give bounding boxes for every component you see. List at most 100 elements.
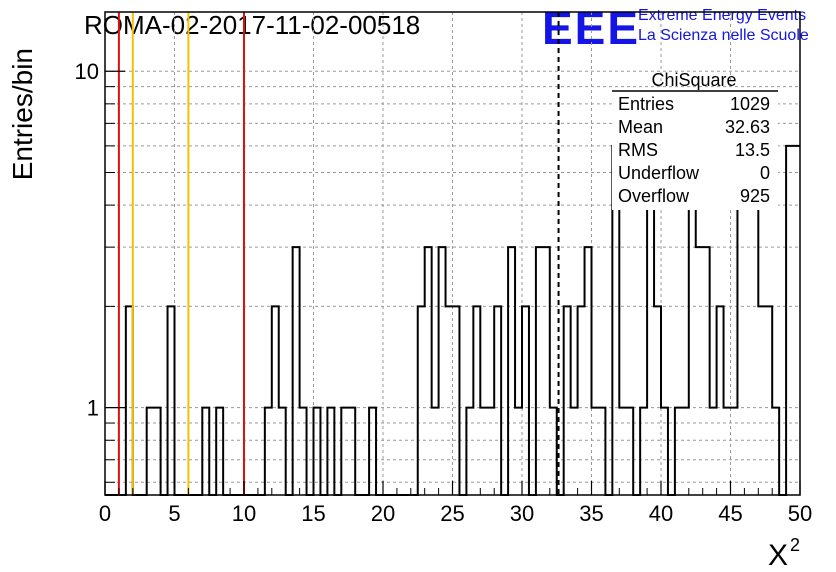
x-tick-label: 25 [440,501,464,526]
x-tick-label: 30 [510,501,534,526]
stats-row-value: 32.63 [725,117,770,137]
histogram-bin [626,408,633,495]
logo-line-2: La Scienza nelle Scuole [638,27,809,44]
histogram-bin [466,408,473,495]
histogram-bin [314,408,321,495]
x-axis-title: X 2 [768,535,800,572]
histogram-bin [765,306,772,495]
stats-row-label: Overflow [618,186,690,206]
stats-box-title: ChiSquare [651,70,736,90]
stats-row-label: RMS [618,140,658,160]
histogram-bin [126,306,133,495]
y-axis-title: Entries/bin [7,48,38,180]
stats-row-value: 925 [740,186,770,206]
histogram-bin [564,306,571,495]
histogram-bin [216,408,223,495]
x-tick-label: 5 [168,501,180,526]
histogram-bin [550,408,557,495]
grid [105,12,800,495]
histogram-bin [758,306,765,495]
histogram-bin [425,247,432,495]
histogram-bin [487,408,494,495]
stats-row-label: Underflow [618,163,700,183]
x-axis-title-sup: 2 [790,535,800,555]
x-tick-label: 0 [99,501,111,526]
histogram-bin [731,408,738,495]
histogram-bin [585,247,592,495]
x-tick-label: 50 [788,501,812,526]
stats-row-value: 0 [760,163,770,183]
histogram-bin [265,408,272,495]
histogram-bin [327,408,334,495]
histogram-bin [710,408,717,495]
histogram-bin [578,306,585,495]
histogram-bin [786,146,793,495]
histogram-bin [640,408,647,495]
x-tick-label: 40 [649,501,673,526]
stats-row-label: Entries [618,94,674,114]
histogram-bin [724,408,731,495]
x-tick-label: 35 [579,501,603,526]
histogram-bin [598,408,605,495]
histogram-bin [508,247,515,495]
eee-logo: EEE Extreme Energy Events La Scienza nel… [542,2,809,54]
logo-mark: EEE [542,2,640,54]
histogram-bin [272,306,279,495]
histogram-bin [647,205,654,495]
x-tick-label: 45 [718,501,742,526]
histogram-bin [300,408,307,495]
histogram-bin [675,408,682,495]
histogram-bin [703,247,710,495]
stats-box: ChiSquare Entries 1029 Mean 32.63 RMS 13.5 Und… [612,70,778,210]
histogram-bin [619,408,626,495]
histogram-bin [446,306,453,495]
histogram-bin [480,408,487,495]
histogram-bin [439,247,446,495]
y-tick-label: 10 [75,59,99,84]
histogram-bin [717,306,724,495]
histogram-bin [522,306,529,495]
histogram-bin [418,306,425,495]
stats-row-value: 13.5 [735,140,770,160]
marker-lines [117,12,560,495]
histogram-bin [515,408,522,495]
histogram-bin [202,408,209,495]
stats-rows: Entries 1029 Mean 32.63 RMS 13.5 Underflow 0 Ove… [618,94,770,206]
histogram-bin [592,408,599,495]
y-tick-label: 1 [87,396,99,421]
logo-line-1: Extreme Energy Events [638,7,806,24]
x-tick-label: 20 [371,501,395,526]
histogram-bin [543,247,550,495]
histogram-bin [279,408,286,495]
histogram-bin [453,306,460,495]
histogram-bin [654,306,661,495]
histogram-bin [473,306,480,495]
histogram-bin [682,408,689,495]
stats-box-background [612,90,778,210]
histogram-bin [793,146,800,495]
histogram-bin [432,408,439,495]
histogram-bin [751,205,758,495]
histogram-bin [772,408,779,495]
axis-ticks [104,70,801,495]
histogram-bin [696,247,703,495]
histogram-bin [737,205,744,495]
histogram-bin [494,306,501,495]
stats-row-value: 1029 [730,94,770,114]
histogram-bin [341,408,348,495]
run-title: ROMA-02-2017-11-02-00518 [84,10,420,40]
x-axis-title-main: X [768,539,788,572]
histogram-bin [536,247,543,495]
histogram-bin [293,247,300,495]
x-tick-label: 15 [301,501,325,526]
histogram-bin [168,306,175,495]
stats-row-label: Mean [618,117,663,137]
histogram-bin [661,408,668,495]
axis-tick-labels: 0 5 10 15 20 25 30 35 40 45 50 1 10 [75,59,813,526]
histogram-bin [369,408,376,495]
histogram-bin [154,408,161,495]
histogram-bin [147,408,154,495]
histogram-bin [348,408,355,495]
